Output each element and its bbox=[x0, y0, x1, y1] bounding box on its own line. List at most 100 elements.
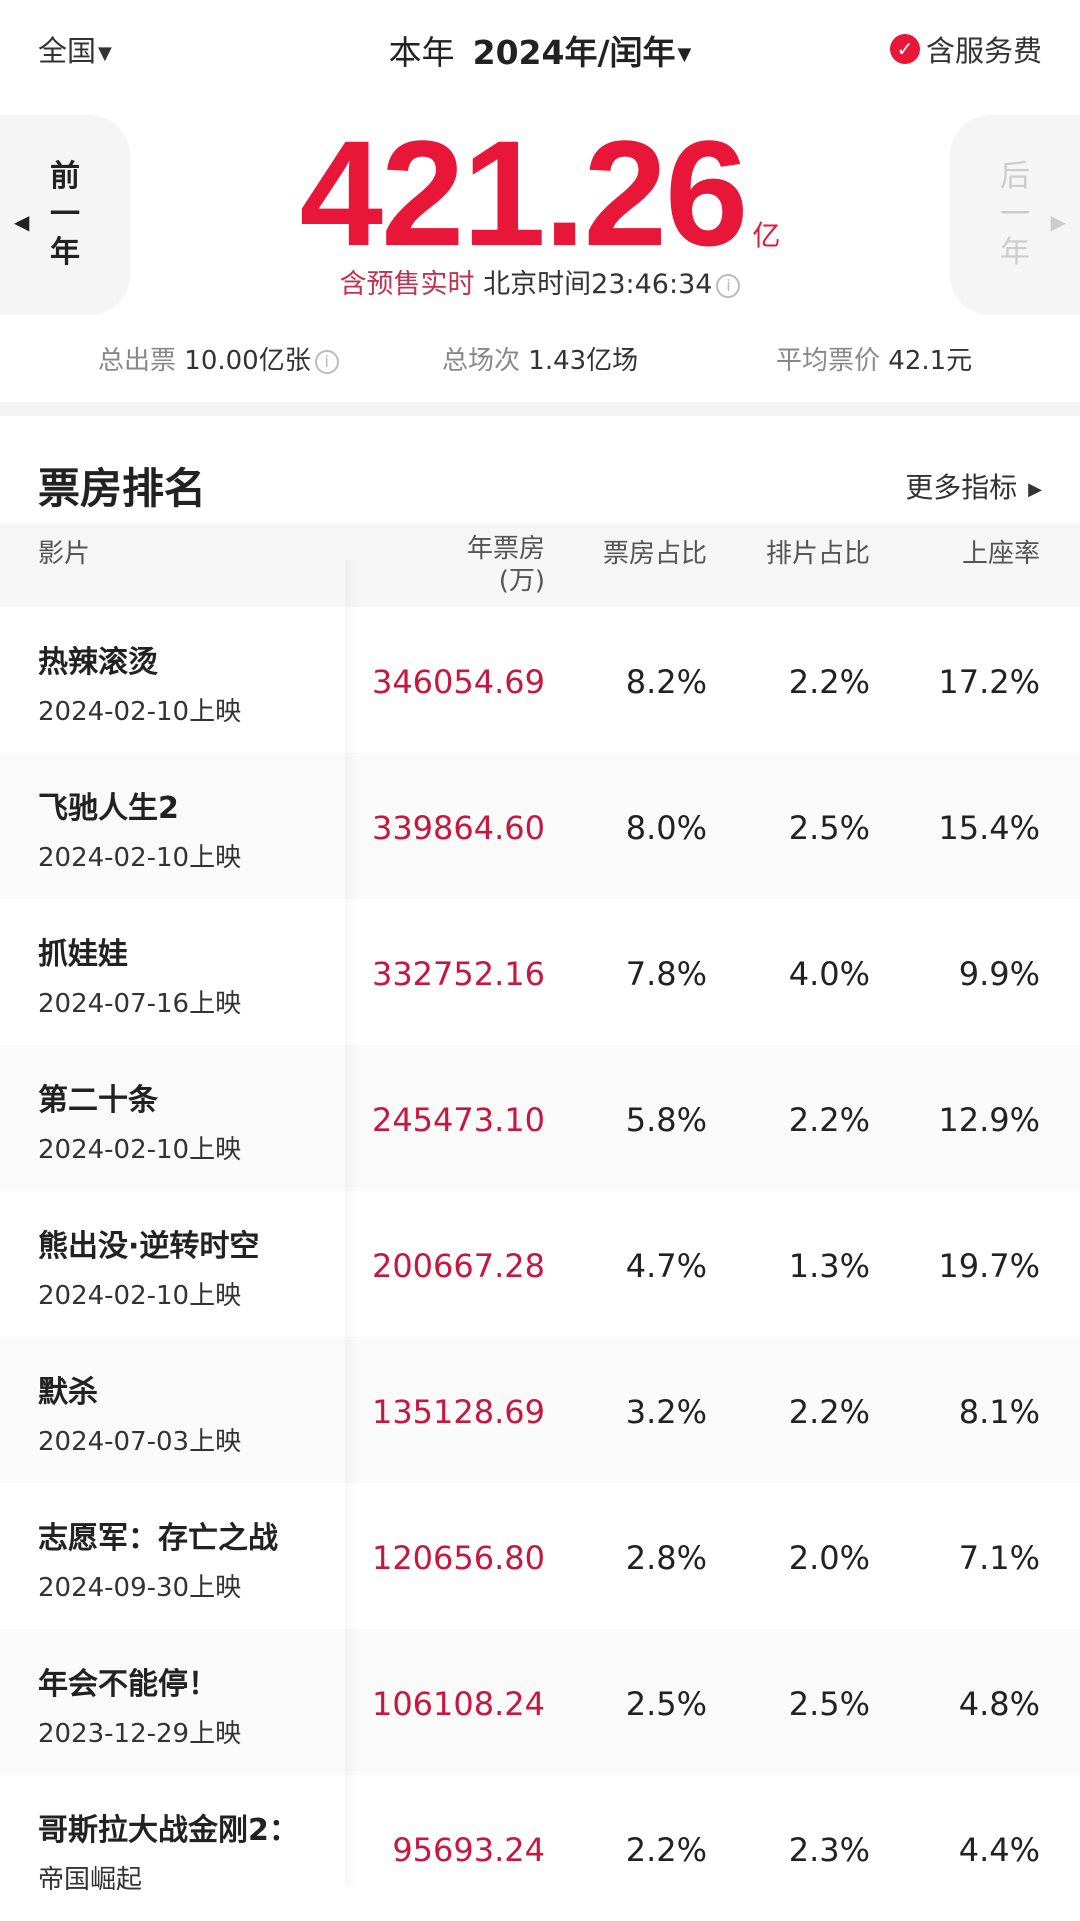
film-title: 热辣滚烫 bbox=[38, 645, 158, 680]
col-box-office[interactable]: 年票房 (万) bbox=[467, 533, 545, 597]
table-row[interactable]: 默杀 2024-07-03上映 135128.69 3.2% 2.2% 8.1% bbox=[0, 1337, 1080, 1483]
table-row[interactable]: 熊出没·逆转时空 2024-02-10上映 200667.28 4.7% 1.3… bbox=[0, 1191, 1080, 1337]
next-year-button[interactable]: ▶ 后一年 bbox=[950, 115, 1080, 315]
schedule-share-value: 2.0% bbox=[788, 1539, 870, 1577]
table-row[interactable]: 年会不能停！ 2023-12-29上映 106108.24 2.5% 2.5% … bbox=[0, 1629, 1080, 1775]
total-unit: 亿 bbox=[752, 219, 781, 252]
table-row[interactable]: 热辣滚烫 2024-02-10上映 346054.69 8.2% 2.2% 17… bbox=[0, 607, 1080, 753]
more-metrics-button[interactable]: 更多指标 ▶ bbox=[905, 466, 1042, 506]
schedule-share-value: 2.2% bbox=[788, 663, 870, 701]
box-office-value: 332752.16 bbox=[371, 955, 545, 993]
box-share-value: 2.2% bbox=[625, 1831, 707, 1869]
table-row[interactable]: 第二十条 2024-02-10上映 245473.10 5.8% 2.2% 12… bbox=[0, 1045, 1080, 1191]
stat-shows: 总场次 1.43亿场 bbox=[442, 340, 638, 377]
region-label: 全国 bbox=[38, 34, 97, 68]
release-date: 2024-09-30上映 bbox=[38, 1573, 242, 1603]
release-date: 2024-02-10上映 bbox=[38, 843, 242, 873]
col-schedule-share[interactable]: 排片占比 bbox=[765, 539, 870, 569]
stat-value: 1.43亿场 bbox=[528, 346, 639, 376]
schedule-share-value: 2.2% bbox=[788, 1393, 870, 1431]
period-dropdown[interactable]: 本年 2024年/闰年 ▼ bbox=[320, 26, 760, 74]
film-title: 默杀 bbox=[38, 1375, 98, 1410]
next-char: 年 bbox=[1000, 235, 1030, 270]
next-char: 后 bbox=[1000, 159, 1030, 194]
seat-rate-value: 9.9% bbox=[958, 955, 1040, 993]
col-film[interactable]: 影片 bbox=[38, 539, 91, 569]
box-office-value: 120656.80 bbox=[371, 1539, 545, 1577]
info-icon[interactable]: i bbox=[314, 349, 339, 374]
table-row[interactable]: 飞驰人生2 2024-02-10上映 339864.60 8.0% 2.5% 1… bbox=[0, 753, 1080, 899]
film-title: 抓娃娃 bbox=[38, 937, 128, 972]
col-unit: (万) bbox=[498, 566, 545, 596]
box-office-value: 135128.69 bbox=[371, 1393, 545, 1431]
top-bar: 全国 ▼ 本年 2024年/闰年 ▼ ✓ 含服务费 bbox=[0, 22, 1080, 72]
caret-right-icon: ▶ bbox=[1028, 478, 1042, 500]
schedule-share-value: 2.5% bbox=[788, 809, 870, 847]
release-date: 2024-02-10上映 bbox=[38, 1281, 242, 1311]
column-shadow bbox=[345, 560, 359, 1886]
box-office-value: 200667.28 bbox=[371, 1247, 545, 1285]
service-fee-toggle[interactable]: ✓ 含服务费 bbox=[889, 28, 1042, 70]
table-row[interactable]: 志愿军：存亡之战 2024-09-30上映 120656.80 2.8% 2.0… bbox=[0, 1483, 1080, 1629]
caret-left-icon: ◀ bbox=[14, 210, 30, 234]
release-date: 2024-07-03上映 bbox=[38, 1427, 242, 1457]
divider bbox=[0, 402, 1080, 416]
table-header: 影片 年票房 (万) 票房占比 排片占比 上座率 bbox=[0, 523, 1080, 607]
stats-row: 总出票 10.00亿张 i 总场次 1.43亿场 平均票价 42.1元 bbox=[0, 340, 1080, 380]
stat-tickets: 总出票 10.00亿张 i bbox=[98, 340, 339, 377]
film-title: 志愿军：存亡之战 bbox=[38, 1521, 278, 1556]
stat-avg-price: 平均票价 42.1元 bbox=[776, 340, 972, 377]
col-box-share[interactable]: 票房占比 bbox=[602, 539, 707, 569]
prev-char: 一 bbox=[50, 197, 80, 232]
film-title: 年会不能停！ bbox=[38, 1667, 218, 1702]
stat-value: 10.00亿张 bbox=[184, 346, 311, 376]
film-title: 第二十条 bbox=[38, 1083, 158, 1118]
stat-value: 42.1元 bbox=[888, 346, 973, 376]
caret-right-icon: ▶ bbox=[1050, 210, 1066, 234]
stat-label: 总场次 bbox=[442, 346, 521, 376]
table-row[interactable]: 抓娃娃 2024-07-16上映 332752.16 7.8% 4.0% 9.9… bbox=[0, 899, 1080, 1045]
box-share-value: 7.8% bbox=[625, 955, 707, 993]
box-share-value: 2.5% bbox=[625, 1685, 707, 1723]
prev-char: 前 bbox=[50, 159, 80, 194]
realtime-note: 含预售实时 北京时间23:46:34 i bbox=[150, 262, 930, 301]
caret-down-icon: ▼ bbox=[677, 44, 692, 65]
table-row[interactable]: 哥斯拉大战金刚2： 帝国崛起 95693.24 2.2% 2.3% 4.4% bbox=[0, 1775, 1080, 1921]
box-share-value: 5.8% bbox=[625, 1101, 707, 1139]
check-icon: ✓ bbox=[889, 34, 920, 64]
box-office-value: 339864.60 bbox=[371, 809, 545, 847]
schedule-share-value: 2.3% bbox=[788, 1831, 870, 1869]
seat-rate-value: 4.8% bbox=[958, 1685, 1040, 1723]
col-label: 年票房 bbox=[466, 534, 545, 564]
film-title: 熊出没·逆转时空 bbox=[38, 1229, 260, 1264]
box-share-value: 2.8% bbox=[625, 1539, 707, 1577]
schedule-share-value: 1.3% bbox=[788, 1247, 870, 1285]
region-dropdown[interactable]: 全国 ▼ bbox=[38, 28, 112, 70]
prev-year-button[interactable]: ◀ 前一年 bbox=[0, 115, 130, 315]
stat-label: 平均票价 bbox=[776, 346, 881, 376]
box-office-value: 346054.69 bbox=[371, 663, 545, 701]
next-char: 一 bbox=[1000, 197, 1030, 232]
film-title: 哥斯拉大战金刚2： bbox=[38, 1813, 299, 1848]
release-date: 帝国崛起 bbox=[38, 1865, 143, 1895]
total-value: 421.26 bbox=[299, 109, 749, 277]
schedule-share-value: 4.0% bbox=[788, 955, 870, 993]
seat-rate-value: 15.4% bbox=[938, 809, 1040, 847]
time-label: 北京时间 bbox=[483, 269, 592, 300]
total-box-office: 421.26 亿 bbox=[150, 118, 930, 315]
box-share-value: 8.2% bbox=[625, 663, 707, 701]
schedule-share-value: 2.2% bbox=[788, 1101, 870, 1139]
service-fee-label: 含服务费 bbox=[925, 34, 1042, 68]
period-label: 本年 bbox=[388, 33, 455, 72]
col-seat-rate[interactable]: 上座率 bbox=[961, 539, 1040, 569]
seat-rate-value: 8.1% bbox=[958, 1393, 1040, 1431]
caret-down-icon: ▼ bbox=[98, 42, 112, 64]
box-share-value: 4.7% bbox=[625, 1247, 707, 1285]
release-date: 2023-12-29上映 bbox=[38, 1719, 242, 1749]
section-title: 票房排名 bbox=[38, 464, 207, 513]
time-value: 23:46:34 bbox=[591, 269, 713, 300]
box-share-value: 3.2% bbox=[625, 1393, 707, 1431]
year-label: 2024年/闰年 bbox=[472, 33, 676, 72]
seat-rate-value: 7.1% bbox=[958, 1539, 1040, 1577]
info-icon[interactable]: i bbox=[716, 273, 741, 298]
